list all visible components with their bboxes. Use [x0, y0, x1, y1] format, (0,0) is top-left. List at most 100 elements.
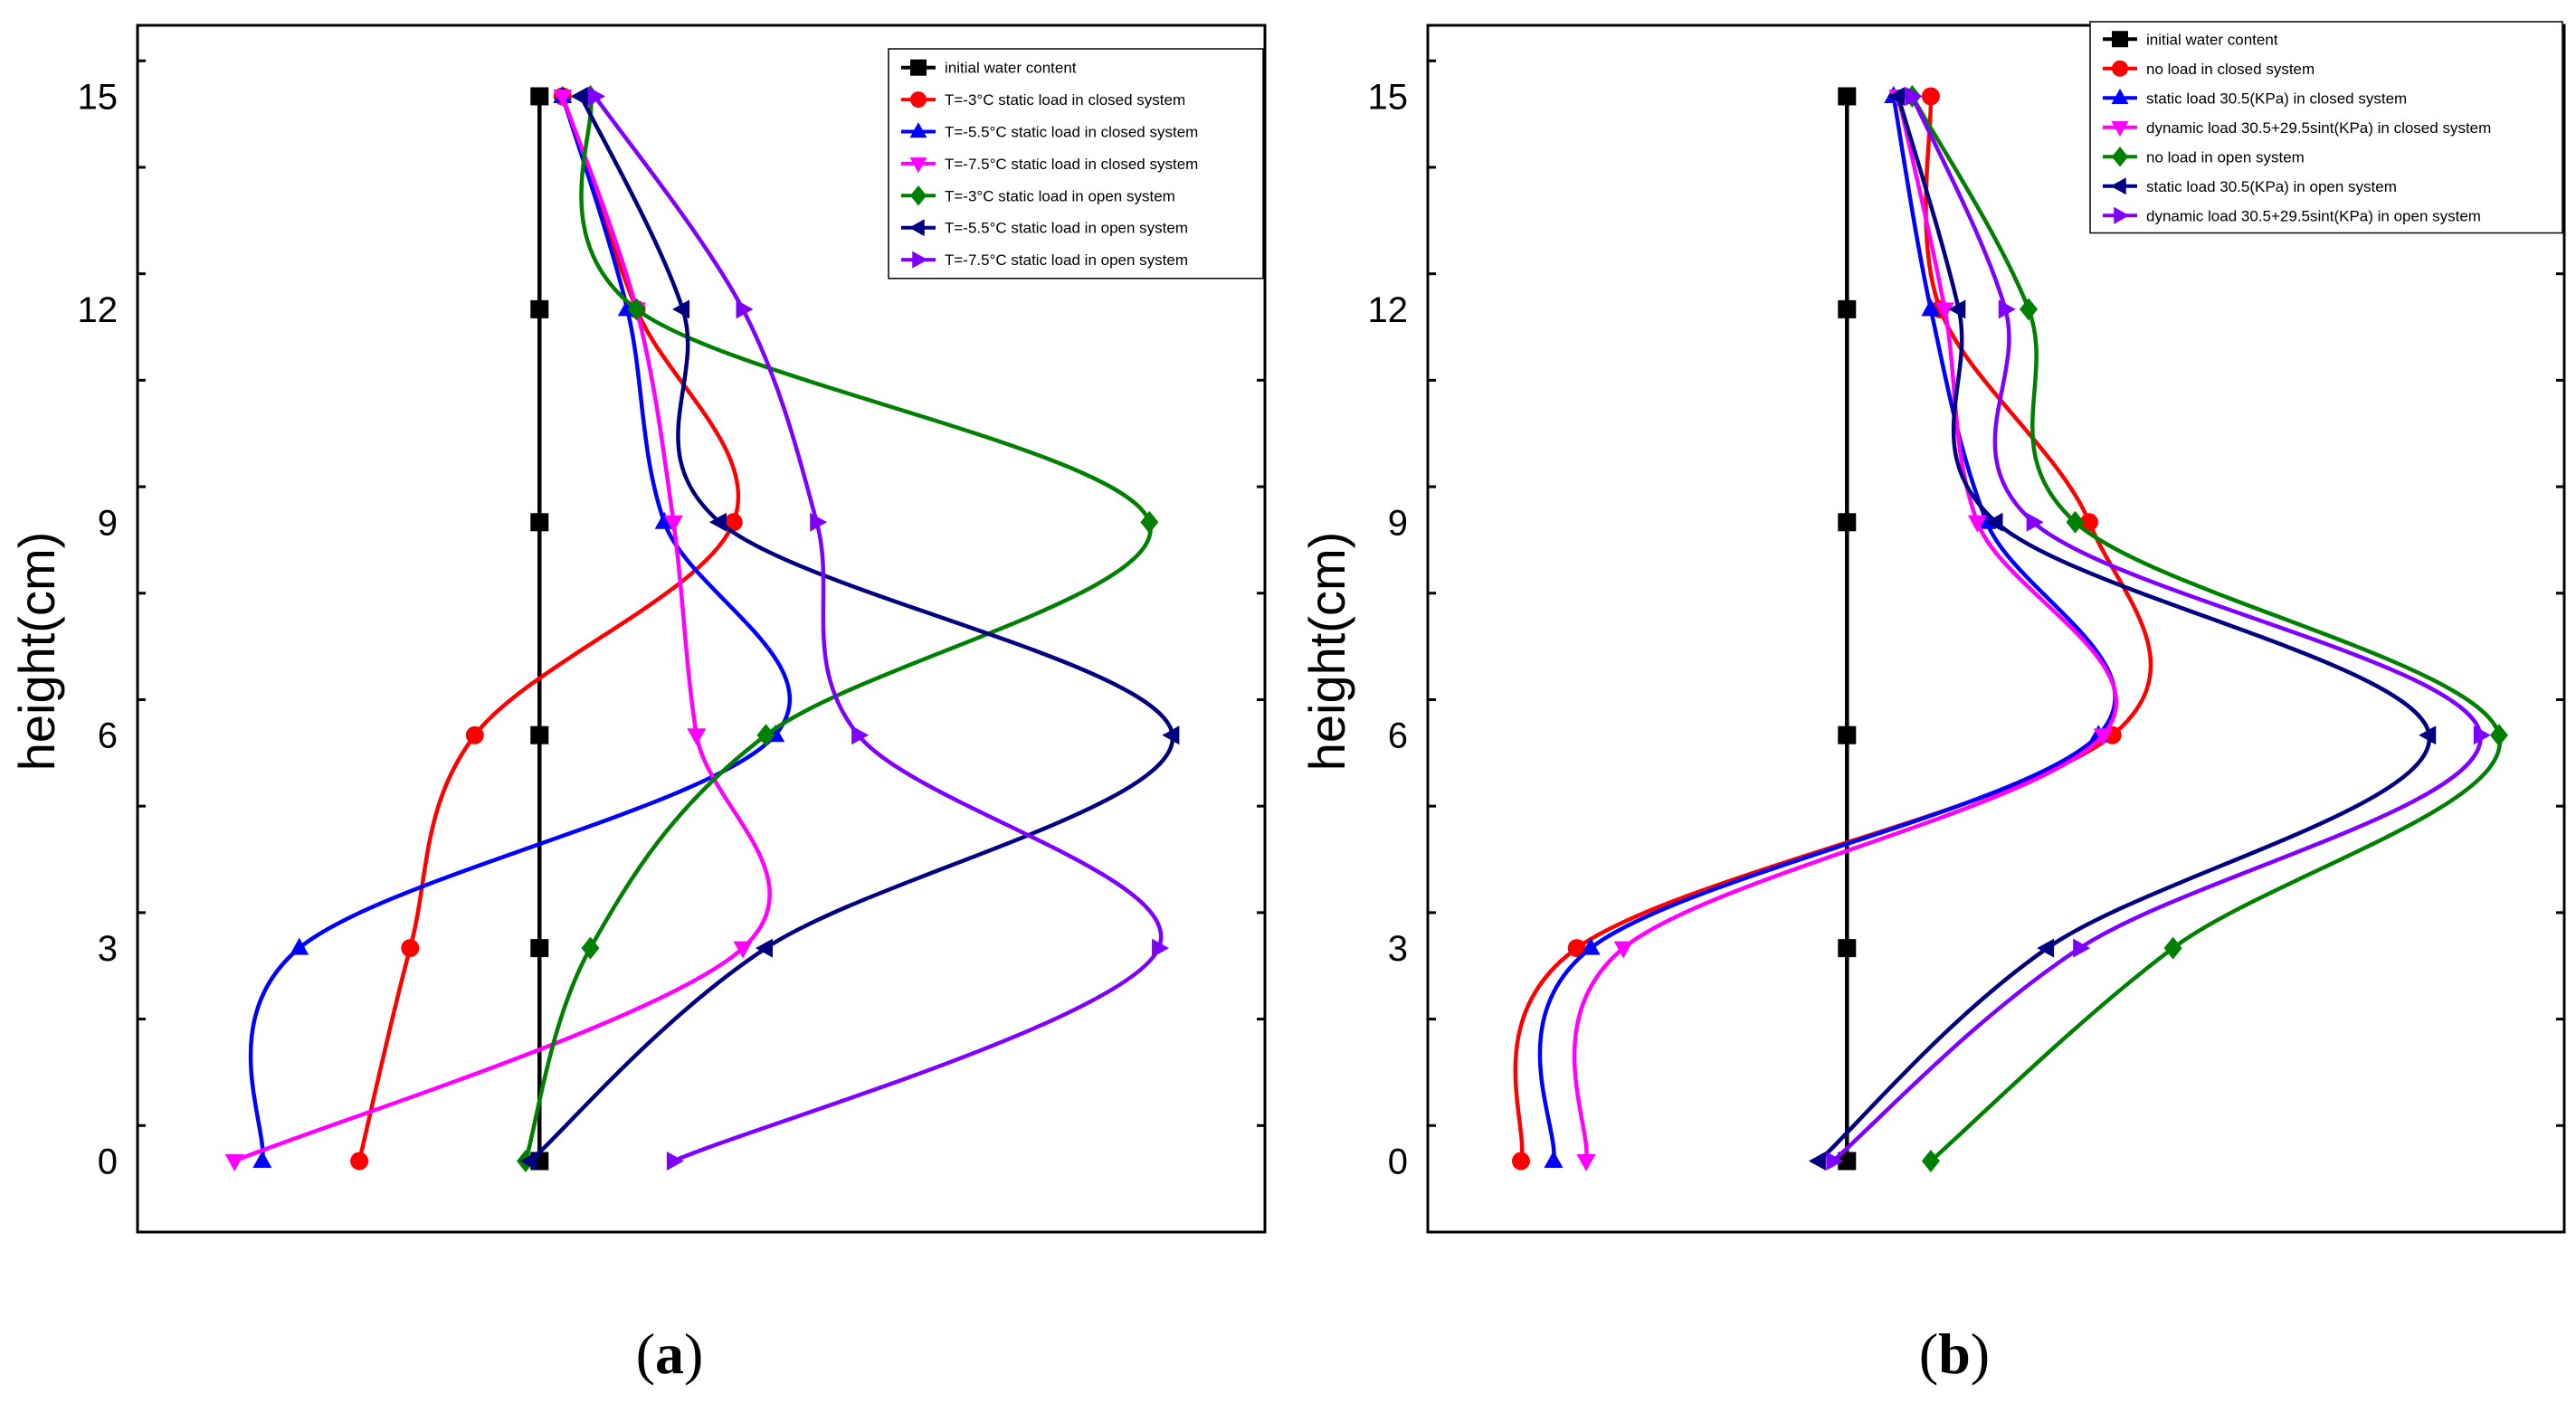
panel-b-data-point-initial-water-content-y6: [1838, 725, 1857, 744]
panel-b-data-point-dynamic-load-30-5-29-5sint-kpa-in-open-system-y15: [1905, 86, 1923, 106]
panel-a-plot-frame: [136, 24, 1267, 1234]
panel-a-data-point-t-7-5-c-static-load-in-closed-system-y9: [663, 515, 683, 533]
panel-b-data-point-no-load-in-open-system-y6: [2489, 724, 2508, 747]
panel-a-data-point-t-3-c-static-load-in-closed-system-y6: [465, 725, 484, 744]
panel-a-y-tick-label-3: 3: [98, 929, 118, 969]
panel-b-data-point-no-load-in-open-system-y3: [2163, 936, 2182, 960]
panel-b-data-point-no-load-in-closed-system-y9: [2079, 513, 2098, 532]
panel-a-legend-marker-t-3-c-static-load-in-closed-system: [910, 91, 927, 109]
panel-a-data-point-initial-water-content-y15: [530, 87, 549, 106]
panel-a-data-point-initial-water-content-y3: [530, 939, 549, 958]
panel-a-series-line-t-3-c-static-load-in-closed-system: [356, 95, 741, 1162]
panel-b-data-point-static-load-30-5-kpa-in-closed-system-y0: [1544, 1151, 1564, 1169]
panel-b-data-point-no-load-in-closed-system-y15: [1921, 87, 1940, 106]
panel-b-data-point-no-load-in-closed-system-y3: [1567, 939, 1586, 958]
panel-b-data-point-dynamic-load-30-5-29-5sint-kpa-in-closed-system-y0: [1576, 1154, 1596, 1172]
panel-a-data-point-initial-water-content-y12: [530, 299, 549, 318]
panel-a-data-point-t-5-5-c-static-load-in-open-system-y6: [1162, 725, 1180, 745]
panel-b-data-point-dynamic-load-30-5-29-5sint-kpa-in-closed-system-y3: [1613, 941, 1633, 959]
panel-b-data-point-static-load-30-5-kpa-in-open-system-y12: [1948, 299, 1966, 319]
panel-b-data-point-dynamic-load-30-5-29-5sint-kpa-in-open-system-y6: [2473, 725, 2491, 745]
panel-b-plot-frame: [1426, 24, 2566, 1234]
panel-a-data-point-t-7-5-c-static-load-in-open-system-y15: [588, 86, 606, 106]
panel-b-data-point-static-load-30-5-kpa-in-open-system-y9: [1985, 512, 2003, 532]
panel-b-series-line-static-load-30-5-kpa-in-open-system: [1817, 95, 2431, 1163]
panel-a-legend-label-initial-water-content: initial water content: [945, 60, 1077, 77]
panel-b-y-tick-label-0: 0: [1388, 1142, 1408, 1182]
panel-b-legend-marker-initial-water-content: [2112, 31, 2128, 48]
panel-a-data-point-t-5-5-c-static-load-in-open-system-y12: [672, 299, 690, 319]
panel-a-legend-marker-t-7-5-c-static-load-in-closed-system: [909, 157, 927, 174]
panel-b-legend-label-no-load-in-closed-system: no load in closed system: [2146, 61, 2315, 78]
panel-b-legend-marker-no-load-in-open-system: [2112, 147, 2128, 167]
panel-a-legend-marker-t-3-c-static-load-in-open-system: [910, 185, 927, 206]
panel-a-data-point-t-3-c-static-load-in-open-system-y3: [581, 936, 600, 960]
panel-a-legend-marker-t-5-5-c-static-load-in-closed-system: [909, 122, 927, 138]
panel-a-data-point-t-7-5-c-static-load-in-open-system-y9: [810, 512, 828, 532]
panel-a-legend-marker-t-7-5-c-static-load-in-open-system: [912, 251, 928, 269]
panel-b-y-tick-label-9: 9: [1388, 503, 1408, 543]
panel-b-data-point-dynamic-load-30-5-29-5sint-kpa-in-open-system-y3: [2073, 938, 2091, 958]
panel-a-data-point-t-7-5-c-static-load-in-open-system-y0: [666, 1152, 684, 1171]
panel-b-data-point-static-load-30-5-kpa-in-open-system-y6: [2419, 725, 2437, 745]
panel-a-data-point-t-5-5-c-static-load-in-open-system-y0: [519, 1152, 537, 1171]
panel-a-legend-box: [888, 48, 1264, 280]
panel-a-series-initial-water-content: [530, 87, 549, 1171]
panel-a-legend-label-t-3-c-static-load-in-closed-system: T=-3°C static load in closed system: [945, 91, 1185, 109]
panel-a-series-t-7-5-c-static-load-in-open-system: [588, 86, 1170, 1171]
panel-a-legend-label-t-5-5-c-static-load-in-closed-system: T=-5.5°C static load in closed system: [945, 124, 1198, 141]
panel-b-y-tick-label-6: 6: [1388, 716, 1408, 756]
panel-b-caption: (b): [1919, 1322, 1990, 1386]
panel-b-data-point-dynamic-load-30-5-29-5sint-kpa-in-closed-system-y12: [1934, 302, 1954, 320]
panel-a-data-point-t-7-5-c-static-load-in-closed-system-y15: [553, 89, 573, 107]
panel-b-data-point-no-load-in-open-system-y0: [1921, 1150, 1940, 1173]
panel-a-y-tick-label-9: 9: [98, 503, 118, 543]
panel-b-data-point-dynamic-load-30-5-29-5sint-kpa-in-open-system-y0: [1826, 1152, 1844, 1171]
panel-a-data-point-t-3-c-static-load-in-open-system-y9: [1140, 510, 1159, 534]
panel-b-series-no-load-in-closed-system: [1511, 87, 2153, 1171]
panel-b-legend-label-no-load-in-open-system: no load in open system: [2146, 148, 2305, 166]
panel-a: 0 3 6 9 12 15 height(cm) initial water content T…: [8, 24, 1267, 1234]
panel-b-data-point-initial-water-content-y3: [1838, 939, 1857, 958]
panel-a-data-point-t-5-5-c-static-load-in-closed-system-y0: [252, 1151, 272, 1169]
panel-a-data-point-t-7-5-c-static-load-in-open-system-y6: [851, 725, 870, 745]
panel-a-data-point-t-5-5-c-static-load-in-open-system-y3: [755, 938, 773, 958]
panel-a-data-point-t-7-5-c-static-load-in-open-system-y12: [736, 299, 754, 319]
panel-b-series-no-load-in-open-system: [1903, 84, 2508, 1173]
panel-a-data-point-initial-water-content-y6: [530, 725, 549, 744]
panel-b-legend: initial water content no load in closed s…: [2089, 21, 2563, 234]
panel-b-legend-marker-static-load-30-5-kpa-in-open-system: [2110, 177, 2126, 195]
panel-a-series-t-5-5-c-static-load-in-open-system: [519, 86, 1180, 1171]
panel-b-data-point-no-load-in-closed-system-y0: [1511, 1152, 1530, 1171]
panel-a-data-point-t-3-c-static-load-in-open-system-y12: [627, 298, 646, 321]
panel-a-data-point-initial-water-content-y9: [530, 513, 549, 532]
panel-a-y-tick-label-0: 0: [98, 1142, 118, 1182]
panel-b-series-static-load-30-5-kpa-in-open-system: [1808, 86, 2437, 1171]
panel-b-legend-label-dynamic-load-30-5-29-5sint-kpa-in-closed-system: dynamic load 30.5+29.5sint(KPa) in close…: [2146, 119, 2491, 137]
panel-b-data-point-initial-water-content-y12: [1838, 299, 1857, 318]
panel-b-legend-marker-static-load-30-5-kpa-in-closed-system: [2111, 88, 2129, 104]
panel-b-data-point-dynamic-load-30-5-29-5sint-kpa-in-closed-system-y9: [1967, 515, 1987, 533]
panel-a-series-t-3-c-static-load-in-open-system: [516, 84, 1159, 1173]
panel-a-y-tick-label-12: 12: [78, 290, 119, 330]
panel-b-legend-label-static-load-30-5-kpa-in-open-system: static load 30.5(KPa) in open system: [2146, 178, 2397, 195]
panel-b: 0 3 6 9 12 15 height(cm) initial water content n…: [1298, 21, 2566, 1234]
panel-a-caption: (a): [636, 1322, 704, 1386]
panel-b-data-point-initial-water-content-y15: [1838, 87, 1857, 106]
panel-b-y-tick-label-12: 12: [1368, 290, 1409, 330]
panel-a-data-point-t-7-5-c-static-load-in-closed-system-y3: [733, 941, 753, 959]
panel-a-data-point-t-7-5-c-static-load-in-closed-system-y6: [687, 728, 707, 746]
panel-a-y-tick-label-15: 15: [78, 77, 119, 117]
panel-a-legend-marker-initial-water-content: [910, 59, 927, 76]
panel-a-data-point-t-5-5-c-static-load-in-open-system-y9: [708, 512, 727, 532]
panel-a-data-point-t-3-c-static-load-in-closed-system-y0: [350, 1152, 369, 1171]
panel-b-legend-box: [2089, 21, 2563, 234]
panel-a-legend: initial water content T=-3°C static load …: [888, 48, 1264, 280]
panel-b-data-point-static-load-30-5-kpa-in-closed-system-y3: [1581, 937, 1601, 955]
panel-a-legend-label-t-5-5-c-static-load-in-open-system: T=-5.5°C static load in open system: [945, 220, 1188, 237]
panel-b-y-tick-label-3: 3: [1388, 929, 1408, 969]
panel-b-legend-label-dynamic-load-30-5-29-5sint-kpa-in-open-system: dynamic load 30.5+29.5sint(KPa) in open …: [2146, 207, 2481, 224]
panel-a-y-axis-label: height(cm): [8, 532, 65, 772]
panel-b-series-line-no-load-in-open-system: [1910, 95, 2502, 1163]
panel-b-data-point-no-load-in-open-system-y12: [2020, 298, 2039, 321]
